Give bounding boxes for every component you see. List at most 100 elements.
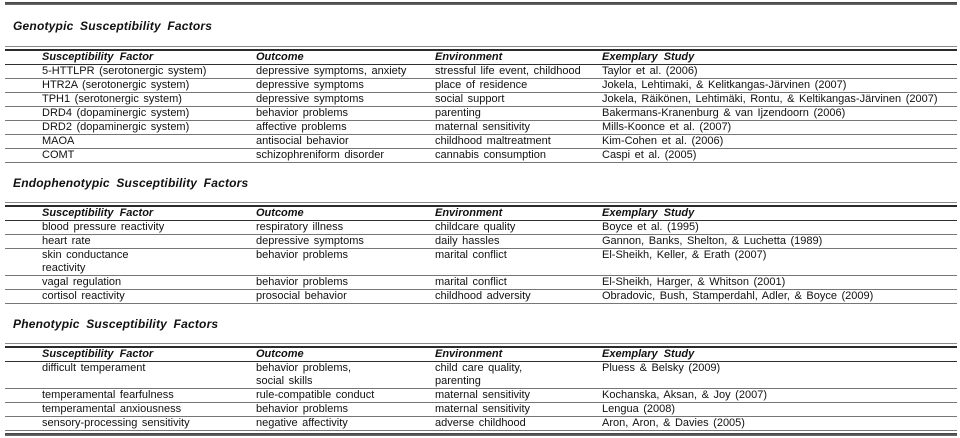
table-cell: blood pressure reactivity bbox=[5, 220, 256, 235]
table-row: HTR2A (serotonergic system) depressive sy… bbox=[5, 78, 957, 93]
table-row: difficult temperament behavior problems, … bbox=[5, 361, 957, 389]
section-title-endophenotypic: Endophenotypic Susceptibility Factors bbox=[13, 176, 249, 190]
table-row: DRD4 (dopaminergic system) behavior probl… bbox=[5, 106, 957, 121]
table-cell: Jokela, Räikönen, Lehtimäki, Rontu, & Ke… bbox=[602, 92, 957, 107]
table-row: COMT schizophreniform disorder cannabis co… bbox=[5, 148, 957, 163]
column-header-outcome: Outcome bbox=[256, 50, 435, 65]
endophenotypic-table: Susceptibility Factor Outcome Environmen… bbox=[5, 205, 957, 304]
table-row: heart rate depressive symptoms daily hassl… bbox=[5, 234, 957, 249]
table-cell: cannabis consumption bbox=[435, 148, 602, 163]
table-cell: cortisol reactivity bbox=[5, 289, 256, 304]
table-cell: schizophreniform disorder bbox=[256, 148, 435, 163]
table-cell: respiratory illness bbox=[256, 220, 435, 235]
column-header-environment: Environment bbox=[435, 347, 602, 362]
table-cell: HTR2A (serotonergic system) bbox=[5, 78, 256, 93]
table-cell: childcare quality bbox=[435, 220, 602, 235]
table-cell: adverse childhood bbox=[435, 416, 602, 431]
table-cell: El-Sheikh, Harger, & Whitson (2001) bbox=[602, 275, 957, 290]
table-cell: marital conflict bbox=[435, 275, 602, 290]
genotypic-table-wrap: Susceptibility Factor Outcome Environmen… bbox=[5, 46, 957, 163]
table-cell: heart rate bbox=[5, 234, 256, 249]
bottom-rule bbox=[5, 433, 957, 436]
table-cell: Obradovic, Bush, Stamperdahl, Adler, & B… bbox=[602, 289, 957, 304]
endophenotypic-table-body: blood pressure reactivity respiratory ill… bbox=[5, 220, 957, 304]
table-cell: behavior problems, social skills bbox=[256, 361, 435, 389]
table-cell: social support bbox=[435, 92, 602, 107]
table-cell: Jokela, Lehtimaki, & Kelitkangas-Järvine… bbox=[602, 78, 957, 93]
table-cell: prosocial behavior bbox=[256, 289, 435, 304]
table-cell: Bakermans-Kranenburg & van Ijzendoorn (2… bbox=[602, 106, 957, 121]
phenotypic-table: Susceptibility Factor Outcome Environmen… bbox=[5, 346, 957, 431]
table-cell: behavior problems bbox=[256, 248, 435, 276]
table-cell: 5-HTTLPR (serotonergic system) bbox=[5, 64, 256, 79]
header-row: Susceptibility Factor Outcome Environmen… bbox=[5, 206, 957, 221]
table-cell: place of residence bbox=[435, 78, 602, 93]
table-row: temperamental fearfulness rule-compatible… bbox=[5, 388, 957, 403]
table-cell: Kochanska, Aksan, & Joy (2007) bbox=[602, 388, 957, 403]
phenotypic-table-body: difficult temperament behavior problems, … bbox=[5, 361, 957, 431]
header-row: Susceptibility Factor Outcome Environmen… bbox=[5, 347, 957, 362]
table-cell: depressive symptoms bbox=[256, 92, 435, 107]
column-header-susceptibility-factor: Susceptibility Factor bbox=[5, 206, 256, 221]
column-header-outcome: Outcome bbox=[256, 347, 435, 362]
table-cell: daily hassles bbox=[435, 234, 602, 249]
table-cell: child care quality, parenting bbox=[435, 361, 602, 389]
genotypic-table-body: 5-HTTLPR (serotonergic system) depressive… bbox=[5, 64, 957, 163]
table-cell: TPH1 (serotonergic system) bbox=[5, 92, 256, 107]
table-cell: behavior problems bbox=[256, 275, 435, 290]
table-cell: sensory-processing sensitivity bbox=[5, 416, 256, 431]
table-row: vagal regulation behavior problems marital… bbox=[5, 275, 957, 290]
table-cell: skin conductance reactivity bbox=[5, 248, 256, 276]
genotypic-table: Susceptibility Factor Outcome Environmen… bbox=[5, 49, 957, 163]
column-header-susceptibility-factor: Susceptibility Factor bbox=[5, 50, 256, 65]
table-cell: COMT bbox=[5, 148, 256, 163]
table-cell: Gannon, Banks, Shelton, & Luchetta (1989… bbox=[602, 234, 957, 249]
table-cell: MAOA bbox=[5, 134, 256, 149]
table-cell: depressive symptoms bbox=[256, 78, 435, 93]
table-cell: depressive symptoms, anxiety bbox=[256, 64, 435, 79]
table-cell: childhood adversity bbox=[435, 289, 602, 304]
table-row: skin conductance reactivity behavior prob… bbox=[5, 248, 957, 276]
table-cell: maternal sensitivity bbox=[435, 120, 602, 135]
endophenotypic-table-wrap: Susceptibility Factor Outcome Environmen… bbox=[5, 202, 957, 304]
table-row: temperamental anxiousness behavior proble… bbox=[5, 402, 957, 417]
table-row: blood pressure reactivity respiratory ill… bbox=[5, 220, 957, 235]
table-row: TPH1 (serotonergic system) depressive sym… bbox=[5, 92, 957, 107]
table-cell: Taylor et al. (2006) bbox=[602, 64, 957, 79]
table-row: cortisol reactivity prosocial behavior chi… bbox=[5, 289, 957, 304]
table-cell: Kim-Cohen et al. (2006) bbox=[602, 134, 957, 149]
table-cell: childhood maltreatment bbox=[435, 134, 602, 149]
table-cell: temperamental fearfulness bbox=[5, 388, 256, 403]
table-cell: behavior problems bbox=[256, 106, 435, 121]
table-cell: vagal regulation bbox=[5, 275, 256, 290]
table-cell: parenting bbox=[435, 106, 602, 121]
table-cell: behavior problems bbox=[256, 402, 435, 417]
table-cell: depressive symptoms bbox=[256, 234, 435, 249]
table-cell: rule-compatible conduct bbox=[256, 388, 435, 403]
table-cell: marital conflict bbox=[435, 248, 602, 276]
column-header-environment: Environment bbox=[435, 206, 602, 221]
table-cell: El-Sheikh, Keller, & Erath (2007) bbox=[602, 248, 957, 276]
table-cell: temperamental anxiousness bbox=[5, 402, 256, 417]
table-cell: affective problems bbox=[256, 120, 435, 135]
table-cell: maternal sensitivity bbox=[435, 402, 602, 417]
table-row: DRD2 (dopaminergic system) affective prob… bbox=[5, 120, 957, 135]
table-row: sensory-processing sensitivity negative a… bbox=[5, 416, 957, 431]
table-cell: stressful life event, childhood bbox=[435, 64, 602, 79]
table-cell: Boyce et al. (1995) bbox=[602, 220, 957, 235]
top-rule bbox=[5, 2, 957, 5]
table-cell: Lengua (2008) bbox=[602, 402, 957, 417]
phenotypic-table-wrap: Susceptibility Factor Outcome Environmen… bbox=[5, 343, 957, 431]
column-header-exemplary-study: Exemplary Study bbox=[602, 206, 957, 221]
table-cell: antisocial behavior bbox=[256, 134, 435, 149]
table-cell: maternal sensitivity bbox=[435, 388, 602, 403]
table-cell: Pluess & Belsky (2009) bbox=[602, 361, 957, 389]
table-cell: difficult temperament bbox=[5, 361, 256, 389]
column-header-susceptibility-factor: Susceptibility Factor bbox=[5, 347, 256, 362]
table-cell: Mills-Koonce et al. (2007) bbox=[602, 120, 957, 135]
table-cell: DRD2 (dopaminergic system) bbox=[5, 120, 256, 135]
column-header-outcome: Outcome bbox=[256, 206, 435, 221]
table-row: 5-HTTLPR (serotonergic system) depressive… bbox=[5, 64, 957, 79]
table-cell: Aron, Aron, & Davies (2005) bbox=[602, 416, 957, 431]
